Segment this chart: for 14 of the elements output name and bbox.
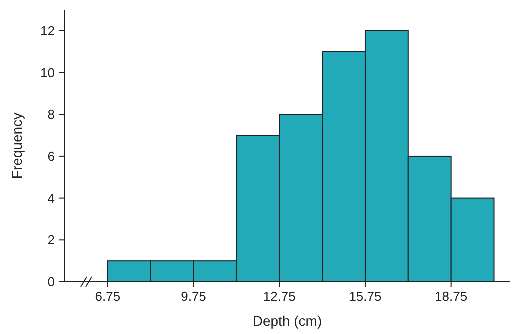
- x-tick-label: 12.75: [263, 289, 296, 304]
- x-axis-title: Depth (cm): [252, 313, 322, 329]
- y-tick-label: 6: [48, 149, 55, 164]
- x-tick-label: 6.75: [95, 289, 121, 304]
- x-tick-label: 18.75: [435, 289, 468, 304]
- y-tick-label: 0: [48, 274, 55, 290]
- y-axis-title: Frequency: [9, 112, 25, 180]
- y-tick-label: 10: [40, 65, 55, 80]
- x-tick-label: 15.75: [349, 289, 382, 304]
- y-tick-label: 4: [48, 190, 55, 206]
- y-tick-label: 2: [48, 232, 55, 248]
- y-tick-label: 8: [48, 107, 55, 122]
- x-tick-label: 9.75: [181, 289, 206, 304]
- y-tick-label: 12: [40, 23, 55, 38]
